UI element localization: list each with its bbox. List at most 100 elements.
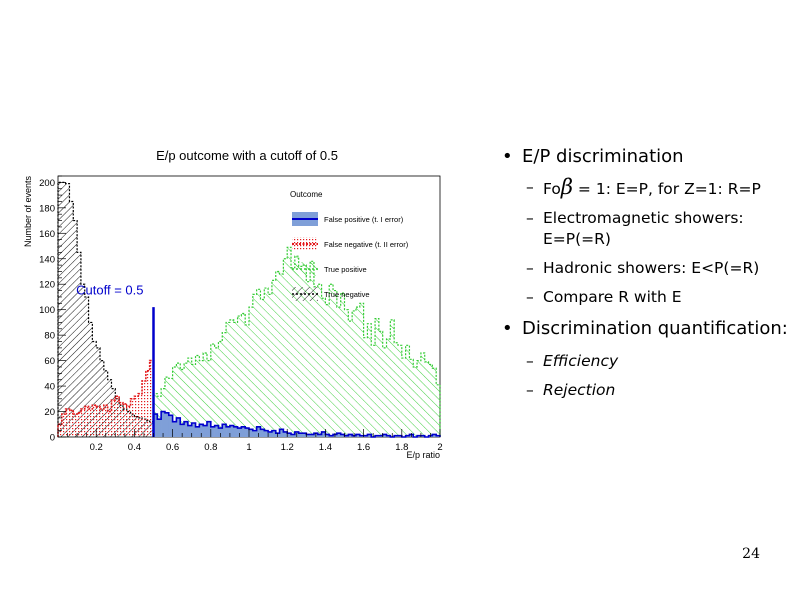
false-negative-bar (61, 414, 66, 437)
false-negative-bar (149, 360, 154, 437)
false-negative-bar (77, 412, 82, 437)
false-positive-bar (367, 434, 372, 437)
beta-symbol: β (560, 175, 573, 199)
false-negative-bar (100, 408, 105, 437)
legend-label-false-positive: False positive (t. I error) (324, 215, 404, 224)
true-positive-bar (424, 361, 429, 437)
x-tick-label: 0.8 (204, 442, 217, 453)
false-positive-bar (302, 433, 307, 437)
subbullet-text: Compare R with E (543, 288, 682, 306)
false-positive-bar (256, 426, 261, 437)
dash-marker: – (526, 259, 534, 277)
y-tick-label: 100 (39, 305, 55, 316)
false-positive-bar (298, 433, 303, 437)
false-positive-bar (222, 424, 227, 437)
false-positive-bar (382, 434, 387, 437)
false-positive-bar (260, 429, 265, 437)
false-negative-bar (69, 410, 74, 437)
false-negative-bar (80, 408, 86, 437)
false-positive-bar (195, 426, 200, 437)
true-positive-bar (432, 368, 437, 437)
x-tick-label: 1 (246, 442, 251, 453)
true-negative-bar (65, 183, 70, 437)
false-positive-bar (249, 429, 254, 437)
true-positive-bar (268, 294, 273, 437)
false-positive-bar (310, 434, 315, 437)
true-positive-bar (313, 286, 319, 437)
legend-label-true-negative: True negative (324, 290, 370, 299)
true-positive-bar (237, 316, 242, 437)
false-positive-bar (321, 431, 326, 437)
subbullet-efficiency: – Efficiency (502, 351, 792, 372)
true-positive-bar (199, 360, 204, 437)
true-positive-bar (355, 307, 361, 437)
true-positive-bar (206, 360, 212, 437)
true-positive-bar (271, 280, 277, 437)
true-positive-bar (367, 323, 372, 437)
true-positive-bar (218, 341, 223, 437)
false-positive-bar (291, 434, 296, 437)
false-positive-series (152, 410, 441, 438)
true-positive-bar (359, 303, 364, 437)
bullet-marker: • (502, 146, 513, 167)
true-positive-bar (191, 364, 196, 437)
true-positive-bar (321, 298, 326, 437)
true-positive-bar (413, 366, 418, 437)
x-tick-label: 1.4 (319, 442, 332, 453)
false-negative-bar (142, 380, 147, 437)
y-tick-label: 80 (44, 331, 55, 342)
true-positive-bar (241, 313, 246, 437)
false-positive-bar (229, 425, 235, 437)
true-positive-bar (382, 347, 387, 437)
false-positive-bar (283, 431, 288, 437)
y-tick-label: 0 (50, 433, 55, 444)
false-negative-bar (88, 408, 93, 437)
true-positive-bar (352, 310, 357, 437)
false-positive-bar (161, 411, 166, 437)
bullet-marker: • (502, 318, 513, 339)
x-axis-label: E/p ratio (406, 450, 440, 460)
x-tick-label: 1.6 (357, 442, 370, 453)
subbullet-text: Electromagnetic showers: E=P(=R) (543, 209, 744, 248)
true-positive-bar (310, 261, 315, 437)
false-negative-bar (92, 405, 97, 437)
chart-title: E/p outcome with a cutoff of 0.5 (156, 148, 338, 163)
true-positive-bar (333, 290, 338, 437)
true-negative-bar (96, 347, 101, 437)
false-negative-bar (111, 400, 116, 437)
true-positive-bar (401, 358, 406, 437)
true-positive-bar (390, 319, 395, 437)
true-negative-outline (57, 181, 155, 437)
true-positive-bar (386, 338, 391, 437)
subbullet-text: Efficiency (543, 352, 619, 370)
true-positive-series (152, 246, 441, 437)
subbullet-hadronic: – Hadronic showers: E<P(=R) (502, 258, 792, 279)
false-positive-bar (233, 426, 238, 437)
false-positive-bar (340, 434, 345, 437)
false-positive-bar (252, 430, 257, 437)
false-positive-bar (271, 430, 277, 437)
false-positive-bar (317, 434, 322, 437)
false-positive-bar (245, 428, 250, 437)
y-tick-label: 140 (39, 254, 55, 265)
false-positive-bar (306, 434, 311, 437)
true-positive-bar (298, 266, 303, 437)
true-negative-bar (80, 284, 86, 437)
true-positive-bar (222, 332, 227, 437)
subbullet-rejection: – Rejection (502, 380, 792, 401)
true-negative-bar (92, 341, 97, 437)
false-negative-bar (145, 370, 150, 437)
false-positive-bar (153, 414, 158, 437)
true-positive-bar (405, 345, 410, 437)
false-positive-bar (287, 433, 292, 437)
false-positive-bar (164, 412, 170, 437)
true-positive-bar (409, 359, 414, 437)
false-positive-bar (226, 426, 231, 437)
false-negative-bar (119, 402, 124, 437)
true-positive-bar (279, 274, 284, 437)
false-negative-bar (138, 393, 143, 437)
false-negative-bar (107, 411, 112, 437)
false-positive-bar (203, 425, 208, 437)
y-tick-label: 20 (44, 407, 55, 418)
false-positive-bar (218, 428, 223, 437)
